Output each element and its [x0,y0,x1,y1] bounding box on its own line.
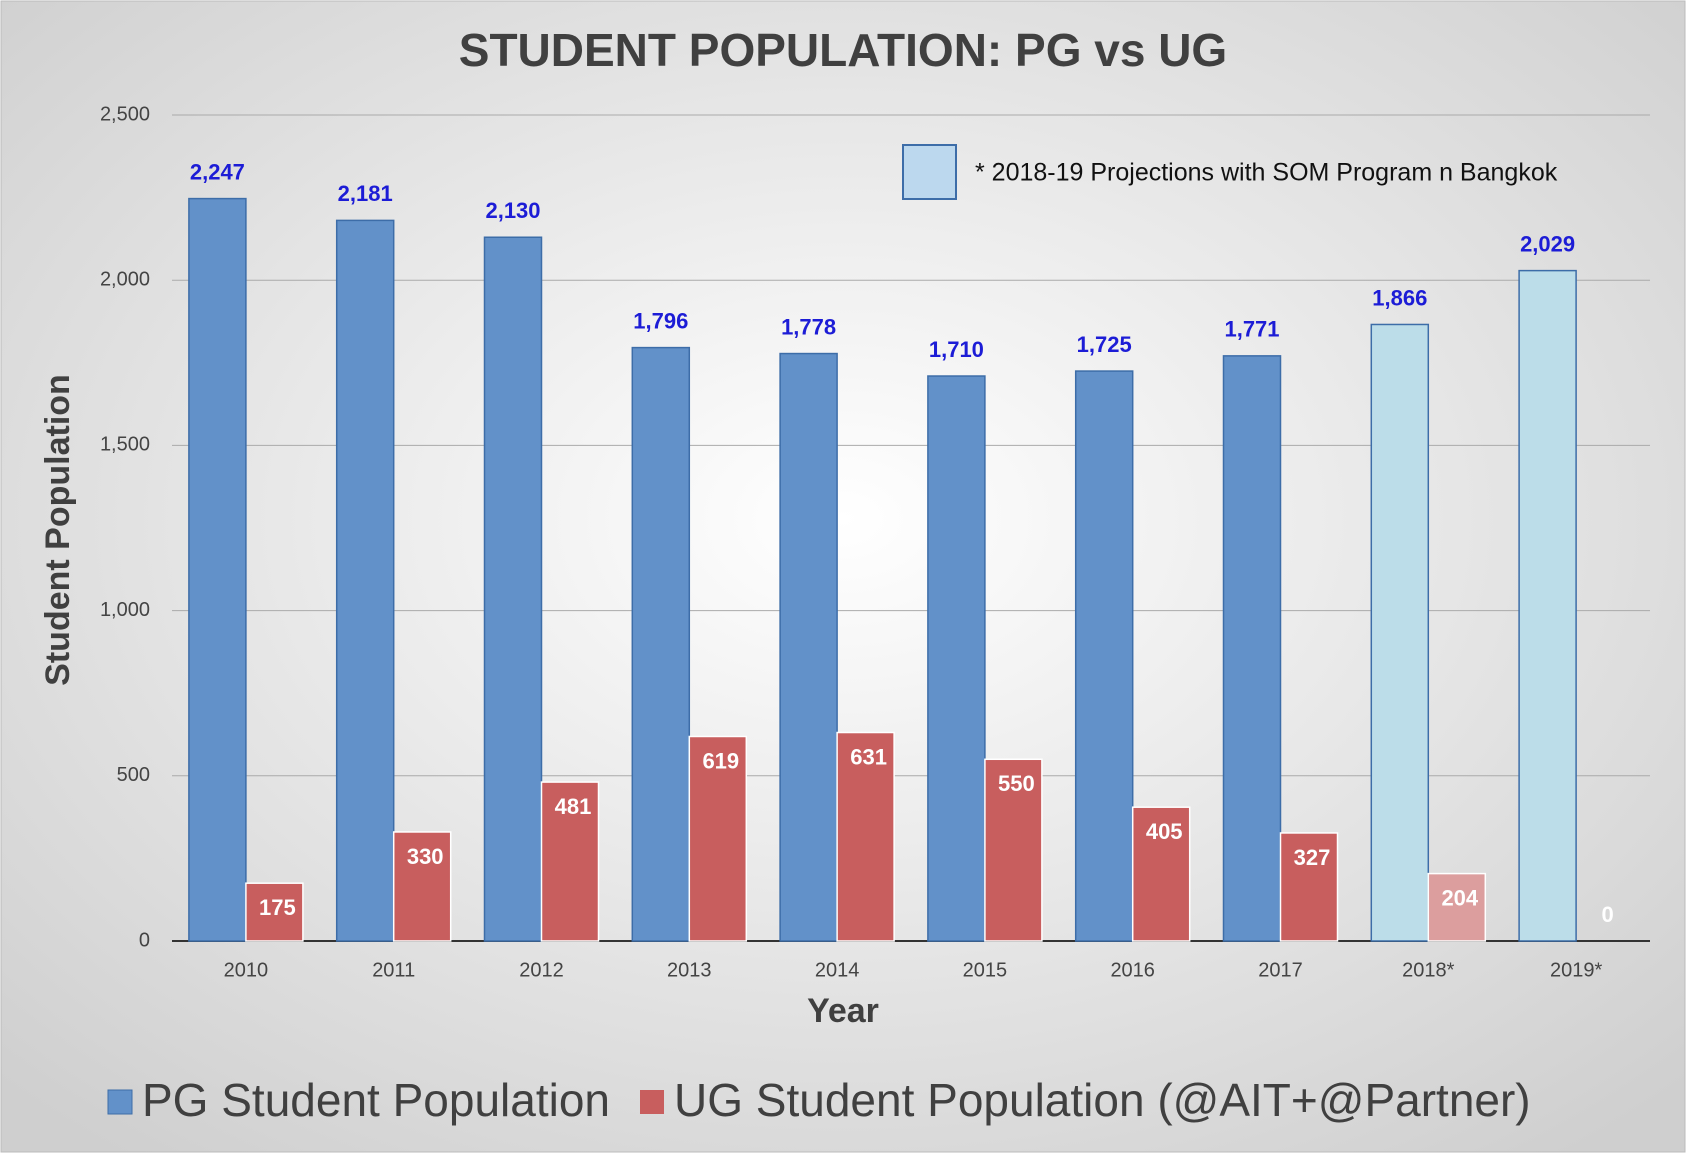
data-label: 1,771 [1224,317,1279,342]
data-label: 2,130 [485,198,540,223]
data-label: 2,181 [338,181,393,206]
y-tick-label: 2,000 [100,268,150,290]
x-tick-label: 2014 [815,959,860,981]
bar [779,352,838,942]
data-label: 175 [259,895,296,920]
x-tick-label: 2017 [1258,959,1303,981]
x-tick-label: 2015 [963,959,1008,981]
x-tick-label: 2010 [224,959,269,981]
bar [1370,323,1430,942]
x-tick-label: 2012 [519,959,564,981]
data-label: 405 [1146,819,1183,844]
data-label: 1,866 [1372,285,1427,310]
bar [927,375,986,942]
x-tick-label: 2016 [1110,959,1155,981]
y-tick-label: 0 [139,929,150,951]
y-axis-label: Student Population [39,374,77,686]
x-axis-label: Year [807,992,879,1030]
bar [483,236,543,942]
x-tick-label: 2013 [667,959,712,981]
legend-swatch [107,1089,133,1115]
data-label: 330 [407,844,444,869]
data-label: 619 [702,748,739,773]
data-label: 631 [850,744,887,769]
bar [245,882,304,942]
x-tick-label: 2019* [1550,959,1602,981]
bar [335,219,395,942]
bar [1131,806,1191,942]
data-label: 204 [1441,885,1478,910]
data-label: 0 [1601,902,1613,927]
annotation-swatch [902,144,957,200]
y-tick-label: 2,500 [100,103,150,125]
data-label: 1,710 [929,337,984,362]
data-label: 1,796 [633,308,688,333]
legend-label: PG Student Population [142,1074,610,1126]
bar [188,197,247,942]
x-tick-label: 2011 [372,959,415,981]
bar [1222,355,1282,942]
y-tick-label: 1,500 [100,434,150,456]
bar [392,831,452,942]
legend-swatch [640,1090,664,1114]
annotation: * 2018-19 Projections with SOM Program n… [975,159,1558,187]
data-label: 2,247 [190,159,245,184]
bar [1518,269,1577,942]
y-tick-label: 1,000 [100,599,150,621]
chart-title: STUDENT POPULATION: PG vs UG [459,24,1227,76]
bar [540,781,600,942]
bar [836,731,895,942]
bar [1427,872,1487,942]
data-label: 1,778 [781,314,836,339]
data-label: 481 [555,794,592,819]
data-label: 550 [998,771,1035,796]
data-label: 2,029 [1520,231,1575,256]
legend-label: UG Student Population (@AIT+@Partner) [674,1074,1531,1126]
data-label: 1,725 [1077,332,1132,357]
y-tick-label: 500 [117,764,150,786]
data-label: 327 [1294,845,1331,870]
bar [984,758,1043,942]
bar [688,735,748,942]
bar [1074,370,1134,942]
bar [631,346,691,942]
bar [1279,832,1339,942]
x-tick-label: 2018* [1402,959,1454,981]
